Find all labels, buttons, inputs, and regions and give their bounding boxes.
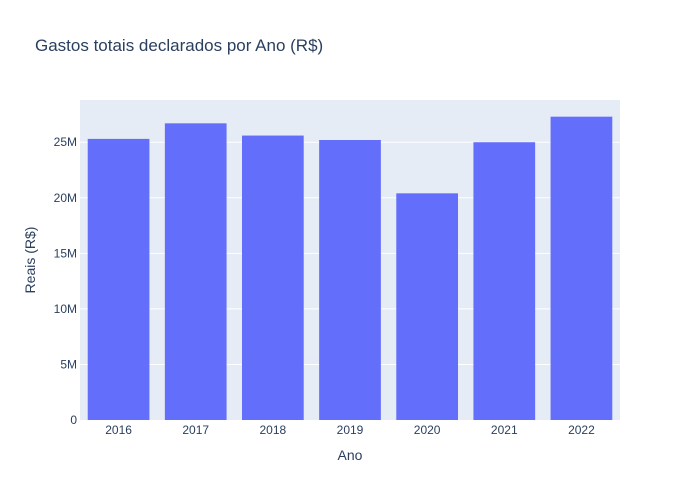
bars bbox=[87, 116, 613, 421]
x-tick-label: 2016 bbox=[105, 423, 132, 437]
y-tick-label: 20M bbox=[54, 191, 77, 205]
y-tick-label: 5M bbox=[60, 357, 77, 371]
y-tick-label: 25M bbox=[54, 135, 77, 149]
x-tick-label: 2020 bbox=[414, 423, 441, 437]
x-tick-label: 2022 bbox=[568, 423, 595, 437]
bar-2018[interactable] bbox=[242, 135, 304, 421]
x-tick-label: 2019 bbox=[337, 423, 364, 437]
bar-2017[interactable] bbox=[164, 123, 227, 420]
y-tick-label: 15M bbox=[54, 246, 77, 260]
x-axis-title: Ano bbox=[338, 447, 363, 463]
y-tick-label: 10M bbox=[54, 302, 77, 316]
bar-2019[interactable] bbox=[319, 140, 381, 420]
y-axis-title: Reais (R$) bbox=[22, 227, 38, 294]
bar-2021[interactable] bbox=[473, 142, 536, 420]
x-tick-label: 2021 bbox=[491, 423, 518, 437]
bar-2020[interactable] bbox=[396, 193, 458, 420]
chart-title: Gastos totais declarados por Ano (R$) bbox=[35, 36, 323, 55]
bar-2016[interactable] bbox=[87, 138, 150, 420]
x-tick-label: 2017 bbox=[182, 423, 209, 437]
y-tick-label: 0 bbox=[70, 413, 77, 427]
y-axis-ticks: 0 5M 10M 15M 20M 25M bbox=[54, 135, 78, 427]
x-tick-label: 2018 bbox=[260, 423, 287, 437]
x-axis-ticks: 2016 2017 2018 2019 2020 2021 2022 bbox=[105, 423, 595, 437]
bar-2022[interactable] bbox=[550, 116, 613, 421]
